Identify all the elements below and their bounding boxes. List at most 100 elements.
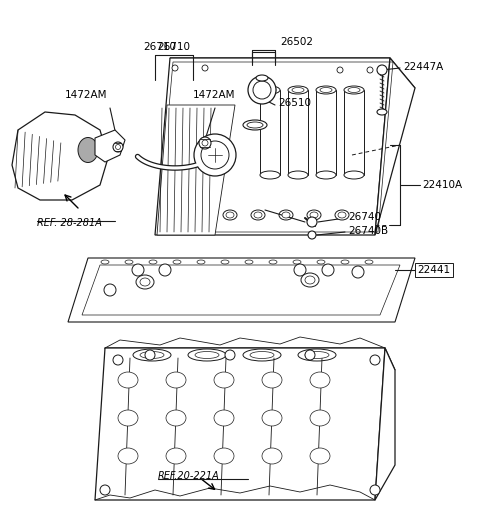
Ellipse shape — [166, 372, 186, 388]
Ellipse shape — [262, 372, 282, 388]
Text: 26710: 26710 — [144, 42, 177, 52]
Ellipse shape — [320, 88, 332, 93]
Ellipse shape — [310, 212, 318, 218]
Ellipse shape — [118, 372, 138, 388]
Circle shape — [352, 266, 364, 278]
Ellipse shape — [166, 410, 186, 426]
Text: 26740: 26740 — [348, 212, 381, 222]
Circle shape — [294, 264, 306, 276]
Ellipse shape — [78, 137, 98, 162]
Ellipse shape — [140, 278, 150, 286]
Ellipse shape — [253, 81, 271, 99]
Text: 26740B: 26740B — [348, 226, 388, 236]
Ellipse shape — [344, 86, 364, 94]
Text: 22441: 22441 — [418, 265, 451, 275]
Ellipse shape — [264, 88, 276, 93]
Circle shape — [370, 485, 380, 495]
Circle shape — [308, 231, 316, 239]
Circle shape — [367, 67, 373, 73]
Ellipse shape — [288, 171, 308, 179]
Ellipse shape — [250, 352, 274, 358]
Circle shape — [307, 217, 317, 227]
Ellipse shape — [118, 448, 138, 464]
Text: 1472AM: 1472AM — [193, 90, 236, 100]
Circle shape — [225, 350, 235, 360]
Ellipse shape — [298, 349, 336, 361]
Ellipse shape — [310, 372, 330, 388]
Ellipse shape — [344, 171, 364, 179]
Ellipse shape — [118, 410, 138, 426]
Ellipse shape — [377, 109, 387, 115]
Circle shape — [305, 350, 315, 360]
Ellipse shape — [260, 171, 280, 179]
Ellipse shape — [226, 212, 234, 218]
Polygon shape — [12, 112, 108, 200]
Ellipse shape — [223, 210, 237, 220]
Ellipse shape — [256, 75, 268, 81]
Ellipse shape — [251, 210, 265, 220]
Ellipse shape — [248, 76, 276, 104]
Ellipse shape — [214, 448, 234, 464]
Polygon shape — [95, 348, 385, 500]
Circle shape — [172, 65, 178, 71]
Ellipse shape — [243, 120, 267, 130]
Ellipse shape — [140, 352, 164, 358]
Ellipse shape — [301, 273, 319, 287]
Circle shape — [199, 137, 211, 149]
Text: 22410A: 22410A — [422, 180, 462, 190]
Polygon shape — [68, 258, 415, 322]
Ellipse shape — [214, 410, 234, 426]
Polygon shape — [155, 58, 390, 235]
Ellipse shape — [260, 86, 280, 94]
Polygon shape — [95, 130, 125, 162]
Circle shape — [100, 485, 110, 495]
Ellipse shape — [292, 88, 304, 93]
Ellipse shape — [201, 141, 229, 169]
Ellipse shape — [316, 86, 336, 94]
Text: 26710: 26710 — [157, 42, 191, 52]
Circle shape — [370, 355, 380, 365]
Ellipse shape — [243, 349, 281, 361]
Ellipse shape — [316, 171, 336, 179]
Ellipse shape — [136, 275, 154, 289]
Ellipse shape — [188, 349, 226, 361]
Text: 26502: 26502 — [280, 37, 313, 47]
Polygon shape — [157, 105, 235, 235]
Circle shape — [159, 264, 171, 276]
Ellipse shape — [307, 210, 321, 220]
Ellipse shape — [282, 212, 290, 218]
Circle shape — [113, 142, 123, 152]
Ellipse shape — [262, 448, 282, 464]
Circle shape — [104, 284, 116, 296]
Text: 1472AM: 1472AM — [65, 90, 108, 100]
Circle shape — [202, 140, 208, 146]
Circle shape — [113, 355, 123, 365]
Ellipse shape — [279, 210, 293, 220]
Bar — [415, 263, 453, 277]
Polygon shape — [105, 348, 395, 370]
Text: 22447A: 22447A — [403, 62, 443, 72]
Ellipse shape — [214, 372, 234, 388]
Polygon shape — [375, 58, 415, 235]
Circle shape — [145, 350, 155, 360]
Circle shape — [322, 264, 334, 276]
Polygon shape — [170, 58, 415, 88]
Ellipse shape — [194, 134, 236, 176]
Ellipse shape — [262, 410, 282, 426]
Ellipse shape — [133, 349, 171, 361]
Ellipse shape — [310, 410, 330, 426]
Ellipse shape — [195, 352, 219, 358]
Ellipse shape — [305, 352, 329, 358]
Ellipse shape — [348, 88, 360, 93]
Ellipse shape — [166, 448, 186, 464]
Polygon shape — [375, 348, 395, 500]
Ellipse shape — [305, 276, 315, 284]
Circle shape — [337, 67, 343, 73]
Text: 26510: 26510 — [278, 98, 311, 108]
Circle shape — [116, 145, 120, 150]
Text: REF.20-221A: REF.20-221A — [158, 471, 220, 481]
Ellipse shape — [254, 212, 262, 218]
Ellipse shape — [247, 122, 263, 128]
Ellipse shape — [310, 448, 330, 464]
Circle shape — [132, 264, 144, 276]
